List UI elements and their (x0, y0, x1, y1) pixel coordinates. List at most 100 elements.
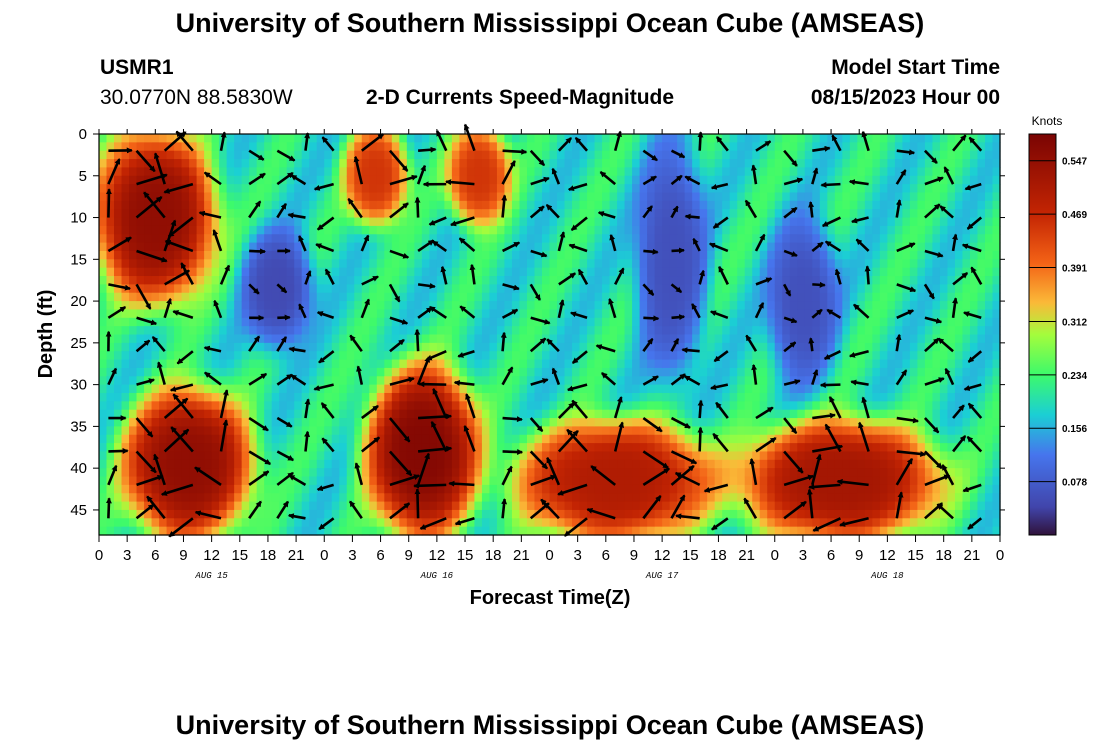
heat-cell (189, 418, 198, 427)
heat-cell (489, 418, 498, 427)
heat-cell (286, 259, 295, 269)
heat-cell (234, 175, 243, 185)
heat-cell (789, 326, 798, 336)
heat-cell (196, 234, 205, 244)
heat-cell (782, 451, 791, 461)
heat-cell (181, 167, 190, 177)
heat-cell (594, 234, 603, 244)
heat-cell (827, 209, 836, 219)
heat-cell (737, 434, 746, 444)
heat-cell (369, 493, 378, 503)
heat-cell (549, 217, 558, 227)
heat-cell (692, 326, 701, 336)
heat-cell (391, 267, 400, 277)
heat-cell (481, 250, 491, 260)
heat-cell (166, 493, 175, 503)
heat-cell (399, 142, 408, 152)
heat-cell (594, 443, 603, 453)
heat-cell (481, 401, 491, 411)
heat-cell (324, 367, 333, 377)
heat-cell (474, 334, 483, 344)
heat-cell (384, 367, 393, 377)
heat-cell (827, 200, 836, 210)
heat-cell (684, 418, 693, 427)
heat-cell (564, 242, 573, 252)
heat-cell (166, 167, 175, 177)
heat-cell (459, 150, 468, 160)
heat-cell (346, 192, 355, 202)
heat-cell (677, 134, 686, 143)
heat-cell (557, 192, 566, 202)
heat-cell (834, 418, 843, 427)
heat-cell (722, 250, 731, 260)
heat-cell (872, 509, 881, 519)
heat-cell (481, 443, 491, 453)
heat-cell (324, 184, 333, 194)
heat-cell (617, 217, 626, 227)
heat-cell (789, 384, 798, 394)
heat-cell (519, 192, 528, 202)
heat-cell (294, 276, 303, 285)
heat-cell (271, 351, 280, 361)
heat-cell (421, 184, 430, 194)
heat-cell (436, 509, 445, 519)
heat-cell (752, 167, 761, 177)
heat-cell (121, 200, 130, 210)
heat-cell (234, 150, 243, 160)
heat-cell (166, 192, 175, 202)
heat-cell (647, 184, 656, 194)
heat-cell (474, 150, 483, 160)
heat-cell (834, 284, 843, 294)
heat-cell (587, 459, 596, 469)
heat-cell (399, 409, 408, 419)
heat-cell (316, 401, 325, 411)
heat-cell (827, 493, 836, 503)
heat-cell (444, 334, 453, 344)
heat-cell (812, 267, 821, 277)
heat-cell (474, 367, 483, 377)
heat-cell (609, 518, 618, 528)
heat-cell (632, 392, 641, 402)
heat-cell (234, 426, 243, 436)
heat-cell (309, 468, 318, 478)
heat-cell (774, 426, 783, 436)
heat-cell (354, 476, 363, 486)
heat-cell (309, 200, 318, 210)
heat-cell (632, 242, 641, 252)
heat-cell (331, 351, 340, 361)
heat-cell (249, 167, 258, 177)
heat-cell (211, 367, 220, 377)
heat-cell (271, 484, 280, 494)
heat-cell (496, 409, 506, 419)
heat-cell (106, 250, 115, 260)
heat-cell (692, 167, 701, 177)
heat-cell (384, 317, 393, 327)
heat-cell (459, 301, 468, 311)
heat-cell (662, 351, 671, 361)
heat-cell (737, 150, 746, 160)
heat-cell (504, 434, 513, 444)
heat-cell (557, 484, 566, 494)
heat-cell (579, 209, 588, 219)
heat-cell (834, 217, 843, 227)
heat-cell (684, 200, 693, 210)
heat-cell (241, 367, 250, 377)
heat-cell (602, 276, 611, 285)
heat-cell (669, 526, 678, 536)
heat-cell (324, 284, 333, 294)
heat-cell (624, 501, 633, 511)
heat-cell (632, 276, 641, 285)
heat-cell (782, 426, 791, 436)
heat-cell (354, 418, 363, 427)
heat-cell (121, 392, 130, 402)
heat-cell (684, 192, 693, 202)
heat-cell (451, 284, 460, 294)
heat-cell (714, 367, 723, 377)
heat-cell (579, 509, 588, 519)
heat-cell (534, 200, 543, 210)
heat-cell (361, 309, 370, 319)
heat-cell (256, 267, 265, 277)
heat-cell (662, 284, 671, 294)
heat-cell (361, 376, 370, 386)
heat-cell (496, 401, 506, 411)
